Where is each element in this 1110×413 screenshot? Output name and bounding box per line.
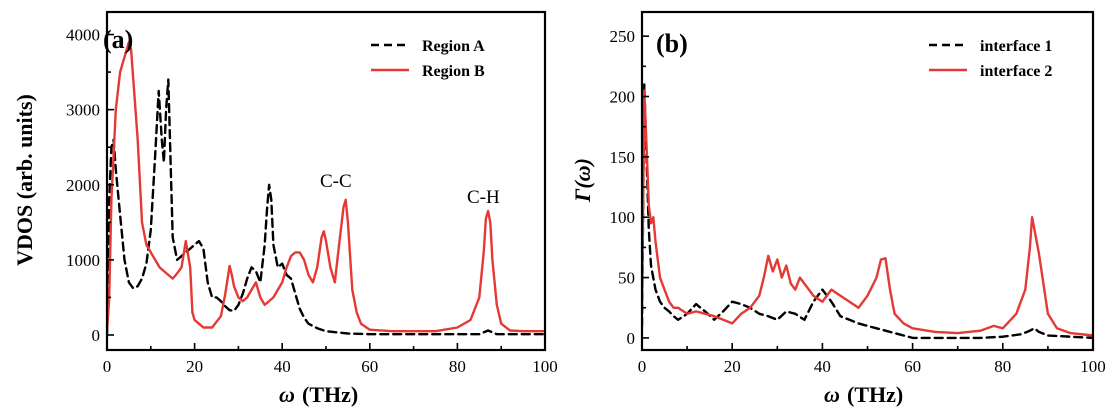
panel-b-x-ticks: 0 20 40 60 80 100	[638, 343, 1106, 376]
panel-b-label: (b)	[656, 29, 688, 58]
panel-a-y-axis-title: VDOS (arb. units)	[12, 94, 37, 266]
x-tick-label: 100	[1080, 357, 1106, 376]
series-line-interface-1	[642, 83, 1093, 340]
panel-a-legend: Region A Region B	[371, 38, 485, 80]
y-tick-label: 1000	[66, 251, 100, 270]
x-tick-label: 0	[103, 357, 112, 376]
panel-a-x-axis-unit: (THz)	[302, 382, 358, 407]
y-tick-label: 0	[92, 326, 101, 345]
y-tick-label: 2000	[66, 176, 100, 195]
panel-a-x-ticks: 0 20 40 60 80 100	[103, 343, 558, 376]
x-tick-label: 60	[904, 357, 921, 376]
annotation-c-c: C-C	[320, 171, 352, 192]
panel-b-x-axis-symbol: ω	[824, 382, 840, 407]
legend-label-interface-1: interface 1	[980, 38, 1052, 55]
panel-a-x-axis-title: ω (THz)	[279, 382, 358, 407]
series-line-interface-2	[642, 89, 1093, 337]
y-tick-label: 250	[610, 27, 636, 46]
panel-b: 0 20 40 60 80 100 0 50 100 150 200 250 (b) interfa…	[570, 10, 1106, 407]
y-tick-label: 50	[618, 269, 635, 288]
legend-label-region-b: Region B	[422, 63, 485, 80]
panel-a: 0 20 40 60 80 100 0 1000 2000 3000 4000 (a) Regio…	[12, 10, 558, 407]
panel-b-y-axis-title: Γ(ω)	[570, 158, 595, 203]
panel-b-y-ticks: 0 50 100 150 200 250	[610, 27, 649, 348]
y-tick-label: 3000	[66, 101, 100, 120]
x-tick-label: 40	[274, 357, 291, 376]
series-line-region-b	[107, 40, 545, 333]
y-tick-label: 150	[610, 148, 636, 167]
legend-label-region-a: Region A	[422, 38, 485, 55]
panel-b-x-axis-title: ω (THz)	[824, 382, 903, 407]
x-tick-label: 20	[724, 357, 741, 376]
y-tick-label: 100	[610, 208, 636, 227]
x-tick-label: 80	[994, 357, 1011, 376]
panel-a-label: (a)	[103, 25, 133, 54]
x-tick-label: 20	[186, 357, 203, 376]
series-line-region-a	[107, 78, 545, 337]
legend-label-interface-2: interface 2	[980, 63, 1052, 80]
panel-b-x-axis-unit: (THz)	[847, 382, 903, 407]
x-tick-label: 40	[814, 357, 831, 376]
x-tick-label: 60	[361, 357, 378, 376]
y-tick-label: 200	[610, 88, 636, 107]
y-tick-label: 4000	[66, 26, 100, 45]
y-tick-label: 0	[627, 329, 636, 348]
panel-b-plot-area	[642, 83, 1093, 340]
x-tick-label: 100	[532, 357, 558, 376]
x-tick-label: 80	[449, 357, 466, 376]
panel-a-y-ticks: 0 1000 2000 3000 4000	[66, 26, 114, 345]
panel-b-legend: interface 1 interface 2	[929, 38, 1052, 80]
panel-a-x-axis-symbol: ω	[279, 382, 295, 407]
panel-a-plot-area	[107, 40, 545, 337]
x-tick-label: 0	[638, 357, 647, 376]
annotation-c-h: C-H	[467, 187, 500, 208]
